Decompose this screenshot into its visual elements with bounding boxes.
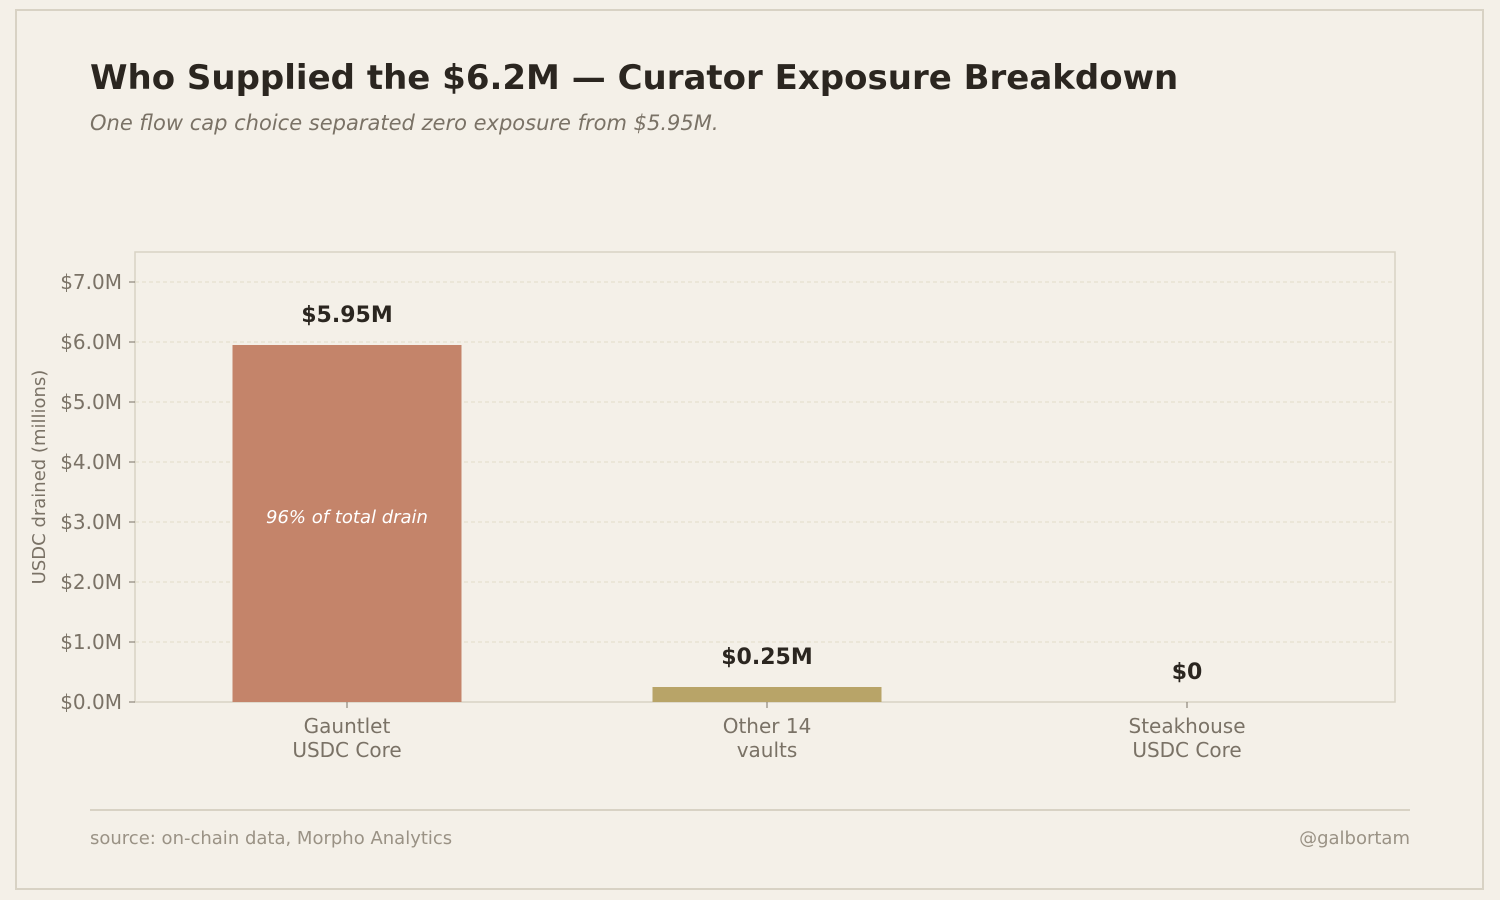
y-tick-label: $6.0M bbox=[60, 330, 122, 354]
chart-frame bbox=[15, 9, 1484, 890]
y-tick-label: $4.0M bbox=[60, 450, 122, 474]
y-tick-label: $0.0M bbox=[60, 690, 122, 714]
chart-subtitle: One flow cap choice separated zero expos… bbox=[90, 111, 719, 135]
y-axis-label: USDC drained (millions) bbox=[29, 370, 50, 585]
x-tick-label: USDC Core bbox=[292, 738, 401, 762]
y-tick-label: $5.0M bbox=[60, 390, 122, 414]
x-tick-label: vaults bbox=[737, 738, 798, 762]
value-label: $0 bbox=[1172, 660, 1203, 685]
y-tick-label: $3.0M bbox=[60, 510, 122, 534]
x-tick-label: USDC Core bbox=[1132, 738, 1241, 762]
value-label: $5.95M bbox=[301, 303, 392, 328]
source-note: source: on-chain data, Morpho Analytics bbox=[90, 828, 453, 849]
value-label: $0.25M bbox=[721, 645, 812, 670]
author-handle: @galbortam bbox=[1299, 828, 1410, 849]
x-tick-label: Other 14 bbox=[723, 714, 812, 738]
y-tick-label: $2.0M bbox=[60, 570, 122, 594]
x-tick-label: Gauntlet bbox=[304, 714, 391, 738]
bar-annotation: 96% of total drain bbox=[266, 507, 428, 528]
x-tick-label: Steakhouse bbox=[1129, 714, 1246, 738]
bar bbox=[232, 345, 462, 702]
y-tick-label: $7.0M bbox=[60, 270, 122, 294]
bar bbox=[652, 687, 882, 702]
footer-divider bbox=[90, 809, 1410, 811]
y-tick-label: $1.0M bbox=[60, 630, 122, 654]
chart-title: Who Supplied the $6.2M — Curator Exposur… bbox=[90, 58, 1179, 98]
